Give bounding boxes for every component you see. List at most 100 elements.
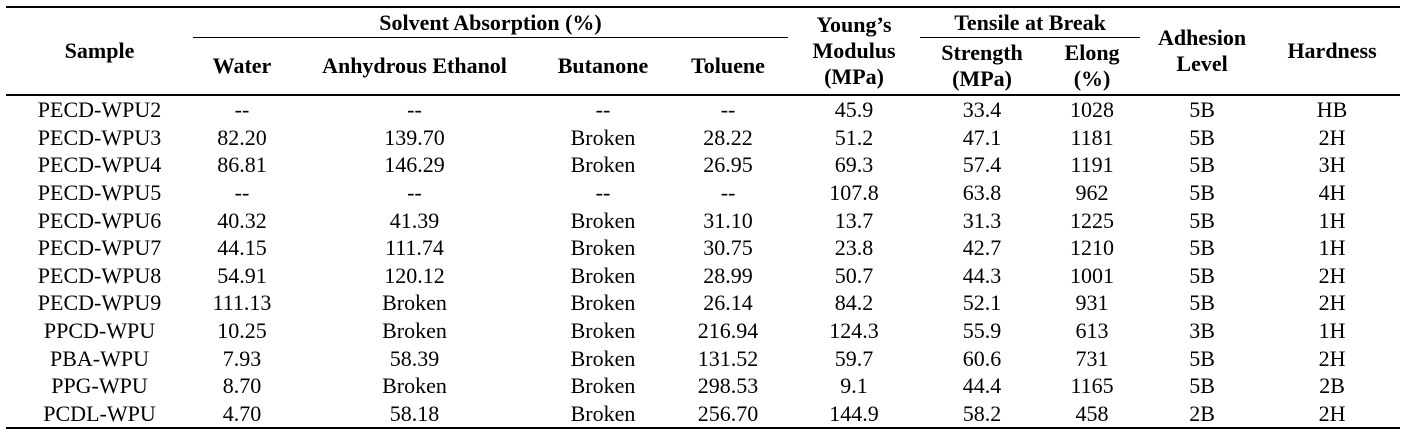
cell-toluene: 31.10 bbox=[703, 207, 753, 233]
table-row: PECD-WPU7 44.15 111.74 Broken 30.75 23.8 42.7 1… bbox=[6, 234, 1400, 262]
cell-youngs-modulus: 23.8 bbox=[834, 235, 874, 261]
cell-sample: PECD-WPU2 bbox=[37, 97, 162, 123]
cell-anhydrous-ethanol: -- bbox=[407, 97, 422, 123]
adhesion-line1: Adhesion bbox=[1158, 25, 1247, 50]
cell-water: 82.20 bbox=[217, 124, 267, 150]
cell-youngs-modulus: 50.7 bbox=[834, 262, 874, 288]
cell-youngs-modulus: 59.7 bbox=[834, 345, 874, 371]
cell-adhesion-level: 5B bbox=[1189, 290, 1215, 316]
cell-butanone: -- bbox=[595, 180, 611, 206]
cell-water: 54.91 bbox=[217, 262, 267, 288]
cell-water: 44.15 bbox=[217, 235, 267, 261]
cell-adhesion-level: 5B bbox=[1189, 180, 1215, 206]
cell-butanone: Broken bbox=[570, 373, 636, 399]
cell-strength: 31.3 bbox=[962, 207, 1002, 233]
cell-youngs-modulus: 69.3 bbox=[834, 152, 874, 178]
table-row: PECD-WPU4 86.81 146.29 Broken 26.95 69.3 57.4 1… bbox=[6, 151, 1400, 179]
cell-adhesion-level: 5B bbox=[1189, 373, 1215, 399]
cell-toluene: -- bbox=[720, 180, 736, 206]
cell-strength: 58.2 bbox=[920, 399, 1045, 430]
cell-water: 8.70 bbox=[222, 373, 262, 399]
cell-anhydrous-ethanol: -- bbox=[407, 180, 422, 206]
cell-sample: PECD-WPU6 bbox=[37, 207, 162, 233]
cell-youngs-modulus: 51.2 bbox=[834, 124, 874, 150]
cell-adhesion-level: 5B bbox=[1189, 97, 1215, 123]
cell-butanone: Broken bbox=[570, 290, 636, 316]
table-row: PBA-WPU 7.93 58.39 Broken 131.52 59.7 60.6 731 5… bbox=[6, 344, 1400, 372]
cell-strength: 57.4 bbox=[962, 152, 1002, 178]
cell-elong: 1191 bbox=[1070, 152, 1114, 178]
cell-hardness: 1H bbox=[1318, 207, 1346, 233]
cell-sample: PECD-WPU5 bbox=[37, 180, 162, 206]
header-butanone: Butanone bbox=[538, 37, 668, 96]
cell-butanone: Broken bbox=[570, 345, 636, 371]
cell-water: 7.93 bbox=[222, 345, 262, 371]
cell-adhesion-level: 5B bbox=[1189, 207, 1215, 233]
cell-hardness: 2H bbox=[1318, 262, 1346, 288]
cell-hardness: 2B bbox=[1319, 373, 1345, 399]
youngs-line1: Young’s bbox=[816, 12, 892, 37]
cell-strength: 33.4 bbox=[962, 97, 1002, 123]
data-table: Sample Solvent Absorption (%) Young’s Mo… bbox=[6, 6, 1401, 430]
header-toluene: Toluene bbox=[668, 37, 789, 96]
cell-adhesion-level: 5B bbox=[1189, 152, 1215, 178]
table-row: PECD-WPU3 82.20 139.70 Broken 28.22 51.2 47.1 1… bbox=[6, 124, 1400, 152]
cell-adhesion-level: 2B bbox=[1140, 399, 1265, 430]
cell-butanone: Broken bbox=[538, 399, 668, 430]
table-row: PECD-WPU5 -- -- -- -- 107.8 63.8 962 5B 4H bbox=[6, 179, 1400, 207]
cell-adhesion-level: 5B bbox=[1189, 124, 1215, 150]
cell-butanone: Broken bbox=[570, 318, 636, 344]
cell-youngs-modulus: 107.8 bbox=[829, 180, 879, 206]
cell-hardness: HB bbox=[1316, 97, 1348, 123]
cell-elong: 458 bbox=[1044, 399, 1141, 430]
elong-line1: Elong bbox=[1064, 40, 1120, 65]
cell-youngs-modulus: 144.9 bbox=[788, 399, 921, 430]
cell-youngs-modulus: 84.2 bbox=[834, 290, 874, 316]
cell-anhydrous-ethanol: 41.39 bbox=[389, 207, 440, 233]
cell-elong: 962 bbox=[1075, 180, 1109, 206]
cell-hardness: 2H bbox=[1264, 399, 1401, 430]
table-row: PECD-WPU2 -- -- -- -- 45.9 33.4 1028 5B HB bbox=[6, 95, 1400, 124]
cell-sample: PECD-WPU8 bbox=[37, 262, 162, 288]
cell-anhydrous-ethanol: 139.70 bbox=[384, 124, 445, 150]
cell-hardness: 3H bbox=[1318, 152, 1346, 178]
cell-water: 40.32 bbox=[217, 207, 267, 233]
cell-adhesion-level: 5B bbox=[1189, 235, 1215, 261]
header-water: Water bbox=[193, 37, 291, 96]
cell-hardness: 4H bbox=[1318, 180, 1346, 206]
cell-hardness: 1H bbox=[1318, 318, 1346, 344]
cell-toluene: 28.22 bbox=[703, 124, 753, 150]
table-row: PECD-WPU8 54.91 120.12 Broken 28.99 50.7 44.3 1… bbox=[6, 262, 1400, 290]
cell-butanone: Broken bbox=[570, 207, 636, 233]
header-hardness: Hardness bbox=[1264, 6, 1401, 96]
cell-anhydrous-ethanol: Broken bbox=[382, 290, 447, 316]
cell-youngs-modulus: 9.1 bbox=[840, 373, 868, 399]
cell-butanone: Broken bbox=[570, 152, 636, 178]
cell-anhydrous-ethanol: 120.12 bbox=[384, 262, 445, 288]
cell-water: -- bbox=[234, 97, 250, 123]
strength-line1: Strength bbox=[941, 40, 1023, 65]
cell-adhesion-level: 3B bbox=[1189, 318, 1215, 344]
cell-toluene: 131.52 bbox=[697, 345, 759, 371]
cell-elong: 931 bbox=[1075, 290, 1109, 316]
cell-anhydrous-ethanol: Broken bbox=[382, 318, 447, 344]
cell-hardness: 2H bbox=[1318, 345, 1346, 371]
cell-water: 86.81 bbox=[217, 152, 267, 178]
cell-strength: 52.1 bbox=[962, 290, 1002, 316]
header-youngs-modulus: Young’s Modulus (MPa) bbox=[788, 6, 921, 96]
cell-elong: 613 bbox=[1075, 318, 1109, 344]
header-strength: Strength (MPa) bbox=[920, 37, 1045, 96]
cell-toluene: -- bbox=[720, 97, 736, 123]
cell-hardness: 2H bbox=[1318, 124, 1346, 150]
cell-anhydrous-ethanol: 58.18 bbox=[291, 399, 538, 430]
cell-toluene: 26.14 bbox=[703, 290, 753, 316]
cell-sample: PECD-WPU9 bbox=[37, 290, 162, 316]
strength-line2: (MPa) bbox=[952, 66, 1012, 91]
cell-strength: 44.3 bbox=[962, 262, 1002, 288]
cell-sample: PECD-WPU7 bbox=[37, 235, 162, 261]
elong-line2: (%) bbox=[1073, 66, 1111, 91]
header-adhesion-level: Adhesion Level bbox=[1140, 6, 1265, 96]
cell-youngs-modulus: 13.7 bbox=[834, 207, 874, 233]
cell-anhydrous-ethanol: 111.74 bbox=[385, 235, 444, 261]
cell-anhydrous-ethanol: 146.29 bbox=[384, 152, 445, 178]
